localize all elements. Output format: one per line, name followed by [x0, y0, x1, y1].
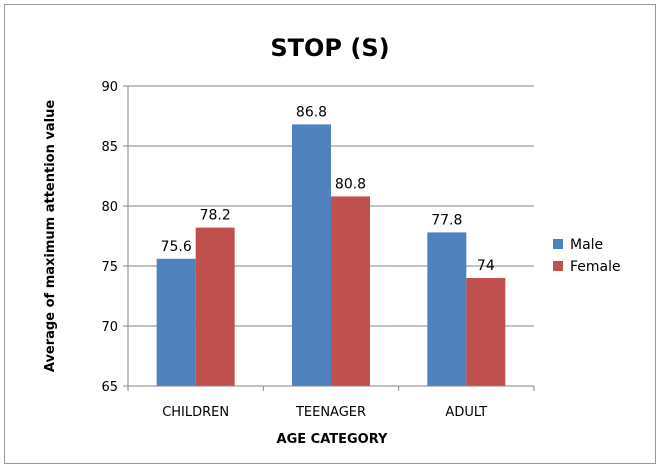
data-label: 75.6: [161, 239, 192, 255]
bar-female-teenager: [331, 196, 370, 386]
legend-swatch-female: [553, 261, 563, 271]
legend: Male Female: [553, 237, 621, 275]
y-tick-label: 65: [101, 380, 118, 395]
y-axis-title: Average of maximum attention value: [43, 100, 58, 372]
bar-female-adult: [466, 278, 506, 386]
x-axis-ticks: CHILDREN TEENAGER ADULT: [127, 386, 535, 420]
bar-male-teenager: [292, 124, 331, 387]
chart-title: STOP (S): [270, 34, 389, 62]
legend-label-male: Male: [570, 237, 603, 253]
data-label: 74: [477, 258, 495, 274]
y-tick-label: 80: [101, 200, 118, 215]
y-axis-ticks: 65 70 75 80 85 90: [101, 80, 128, 395]
y-tick-label: 90: [101, 80, 118, 95]
data-label: 86.8: [296, 104, 327, 120]
x-axis-title: AGE CATEGORY: [277, 432, 388, 447]
data-labels: 75.6 78.2 86.8 80.8 77.8 74: [161, 104, 495, 274]
bar-male-adult: [427, 232, 467, 386]
x-tick-label: ADULT: [445, 405, 487, 420]
bar-female-children: [195, 227, 235, 386]
y-tick-label: 75: [101, 260, 118, 275]
bars: [156, 124, 506, 387]
y-tick-label: 85: [101, 140, 118, 155]
data-label: 78.2: [200, 208, 231, 224]
legend-label-female: Female: [570, 259, 621, 275]
y-tick-label: 70: [101, 320, 118, 335]
data-label: 77.8: [431, 212, 462, 228]
x-tick-label: TEENAGER: [295, 405, 366, 420]
x-tick-label: CHILDREN: [162, 405, 229, 420]
bar-male-children: [156, 258, 196, 386]
data-label: 80.8: [335, 176, 366, 192]
legend-swatch-male: [553, 239, 563, 249]
